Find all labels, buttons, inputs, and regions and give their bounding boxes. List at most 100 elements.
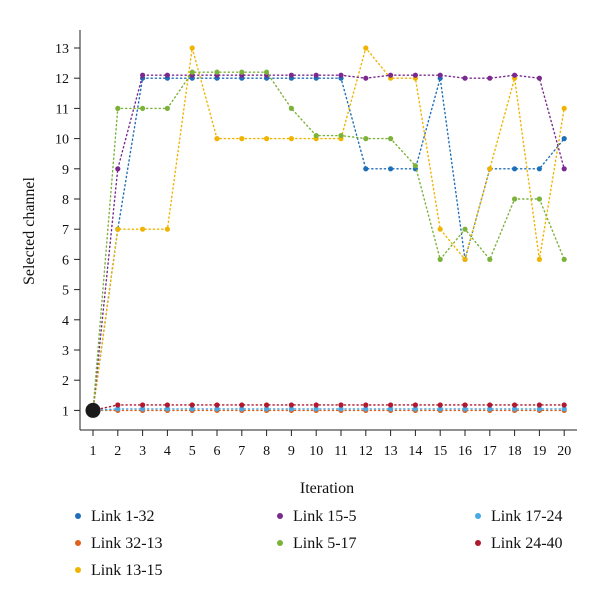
series-link-17-24: [92, 406, 567, 412]
data-point: [164, 402, 170, 408]
legend-item: Link 15-5: [277, 508, 357, 525]
data-point: [140, 72, 146, 78]
x-tick-label: 1: [90, 444, 97, 459]
data-point: [511, 402, 518, 408]
data-point: [164, 406, 170, 412]
data-point: [511, 72, 518, 78]
data-point: [264, 406, 270, 412]
x-tick-label: 10: [309, 444, 323, 459]
data-point: [412, 402, 418, 408]
y-tick-label: 6: [62, 253, 69, 268]
legend-item: Link 5-17: [277, 535, 357, 552]
data-point: [115, 406, 121, 412]
data-point: [115, 226, 121, 232]
data-point: [140, 105, 146, 111]
x-tick-label: 8: [263, 444, 270, 459]
y-tick-label: 10: [55, 133, 69, 148]
series-line: [92, 408, 565, 412]
x-tick-label: 5: [189, 444, 196, 459]
data-point: [189, 402, 195, 408]
data-point: [511, 196, 518, 202]
legend-label: Link 5-17: [293, 535, 357, 552]
data-point: [313, 402, 319, 408]
data-point: [536, 166, 543, 172]
x-tick-label: 16: [458, 444, 472, 459]
data-point: [363, 406, 369, 412]
y-tick-label: 7: [62, 223, 69, 238]
data-point: [462, 226, 468, 232]
data-point: [388, 72, 394, 78]
x-tick-label: 20: [557, 444, 571, 459]
data-point: [115, 166, 121, 172]
x-tick-label: 17: [483, 444, 497, 459]
series-line: [92, 74, 565, 412]
data-point: [140, 402, 146, 408]
x-tick-label: 19: [532, 444, 546, 459]
legend-label: Link 17-24: [491, 508, 563, 525]
data-point: [511, 406, 518, 412]
data-point: [363, 75, 369, 81]
data-point: [561, 256, 567, 262]
y-tick-label: 3: [62, 344, 69, 359]
x-tick-label: 18: [508, 444, 522, 459]
data-point: [239, 402, 245, 408]
data-point: [189, 45, 195, 51]
data-point: [288, 406, 294, 412]
data-point: [437, 72, 443, 78]
data-point: [214, 402, 220, 408]
legend-label: Link 24-40: [491, 535, 563, 552]
data-point: [462, 406, 468, 412]
data-point: [536, 406, 543, 412]
data-point: [313, 132, 319, 139]
data-point: [437, 256, 443, 262]
data-point: [462, 256, 468, 262]
data-point: [561, 402, 567, 408]
data-point: [363, 45, 369, 51]
data-point: [437, 226, 443, 232]
x-tick-label: 13: [384, 444, 398, 459]
data-point: [313, 406, 319, 412]
data-point: [536, 75, 543, 81]
data-point: [487, 166, 493, 172]
series-line: [92, 77, 565, 412]
y-tick-label: 12: [55, 72, 69, 87]
legend-marker: [75, 540, 81, 546]
legend-marker: [475, 540, 481, 546]
data-point: [412, 406, 418, 412]
data-point: [115, 105, 121, 111]
data-point: [239, 69, 245, 75]
series-link-24-40: [92, 402, 567, 412]
data-point: [239, 136, 245, 142]
data-point: [214, 406, 220, 412]
data-point: [189, 69, 195, 75]
data-point: [338, 72, 344, 78]
data-point: [288, 72, 294, 78]
legend-label: Link 15-5: [293, 508, 357, 525]
y-tick-label: 2: [62, 374, 69, 389]
data-point: [462, 402, 468, 408]
x-axis-title: Iteration: [300, 480, 354, 497]
y-tick-label: 5: [62, 284, 69, 299]
data-point: [487, 406, 493, 412]
data-point: [288, 136, 294, 142]
data-point: [363, 402, 369, 408]
series-line: [92, 404, 565, 412]
data-point: [189, 406, 195, 412]
data-point: [561, 406, 567, 412]
data-point: [338, 406, 344, 412]
data-point: [363, 136, 369, 142]
data-point: [264, 136, 270, 142]
data-point: [412, 72, 418, 78]
data-point: [388, 136, 394, 142]
x-tick-label: 15: [433, 444, 447, 459]
data-point: [536, 256, 543, 262]
data-point: [363, 166, 369, 172]
legend-marker: [475, 513, 481, 519]
data-point: [487, 256, 493, 262]
data-point: [437, 406, 443, 412]
data-point: [388, 402, 394, 408]
y-tick-label: 1: [62, 404, 69, 419]
x-tick-label: 7: [238, 444, 245, 459]
data-point: [511, 166, 518, 172]
data-point: [288, 402, 294, 408]
